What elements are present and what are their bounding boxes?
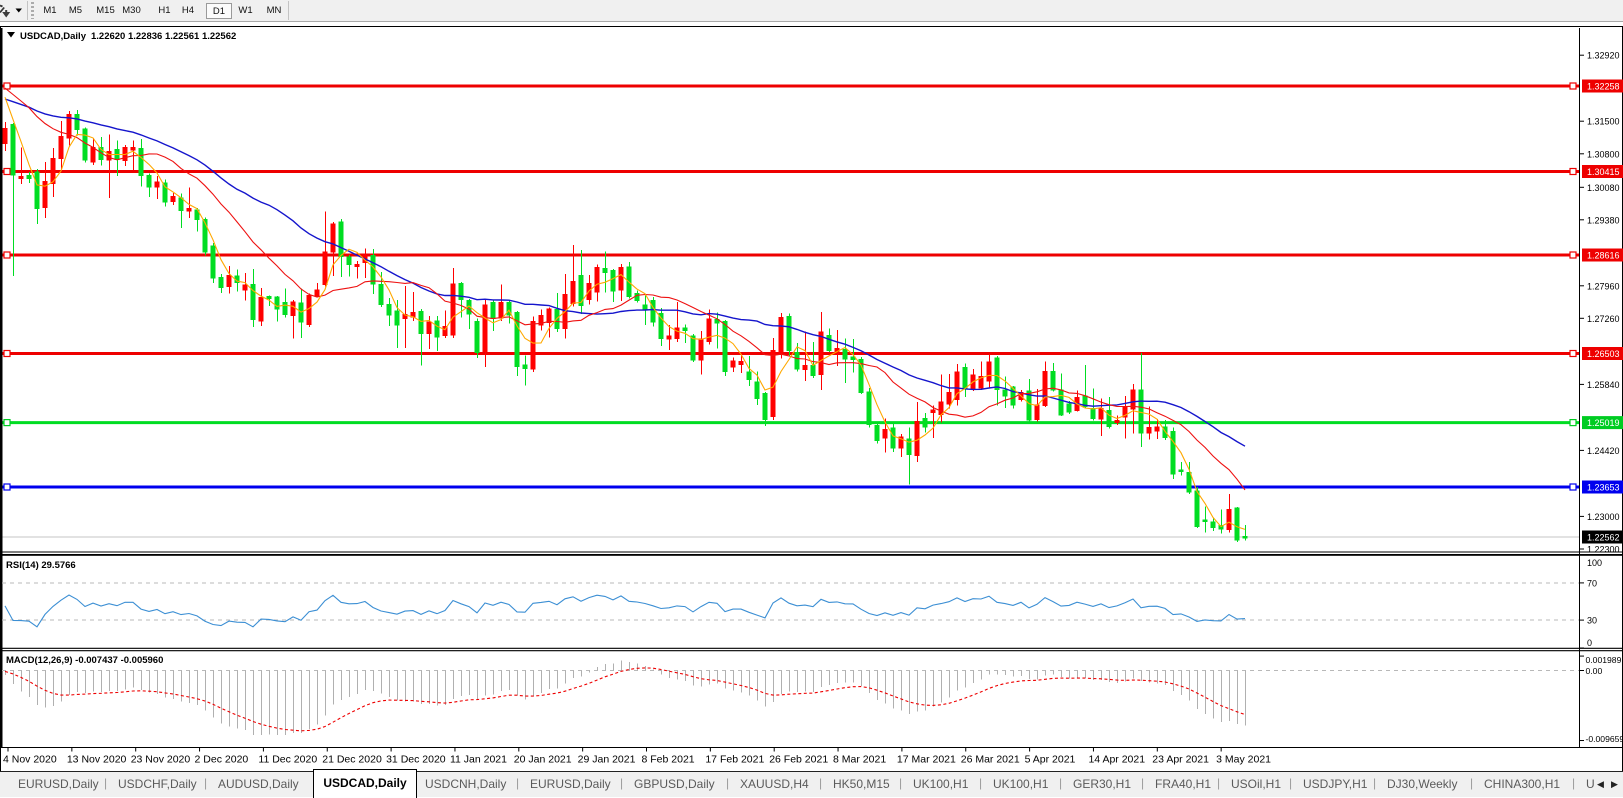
svg-text:23 Apr 2021: 23 Apr 2021 [1152, 754, 1209, 766]
svg-text:1.28616: 1.28616 [1587, 251, 1620, 261]
svg-text:100: 100 [1587, 558, 1602, 568]
svg-text:1.25019: 1.25019 [1587, 418, 1620, 428]
svg-text:RSI(14) 29.5766: RSI(14) 29.5766 [6, 560, 76, 571]
svg-text:1.23000: 1.23000 [1587, 512, 1620, 522]
svg-text:23 Nov 2020: 23 Nov 2020 [131, 754, 191, 766]
svg-text:1.27960: 1.27960 [1587, 281, 1620, 291]
svg-text:-0.009659: -0.009659 [1586, 734, 1623, 744]
svg-text:5 Apr 2021: 5 Apr 2021 [1025, 754, 1076, 766]
svg-text:8 Feb 2021: 8 Feb 2021 [642, 754, 695, 766]
svg-text:1.32258: 1.32258 [1587, 82, 1620, 92]
svg-text:14 Apr 2021: 14 Apr 2021 [1088, 754, 1145, 766]
svg-text:1.23653: 1.23653 [1587, 483, 1620, 493]
svg-text:20 Jan 2021: 20 Jan 2021 [514, 754, 572, 766]
svg-text:31 Dec 2020: 31 Dec 2020 [386, 754, 446, 766]
svg-text:1.30415: 1.30415 [1587, 167, 1620, 177]
svg-text:26 Feb 2021: 26 Feb 2021 [769, 754, 828, 766]
svg-text:2 Dec 2020: 2 Dec 2020 [195, 754, 249, 766]
svg-text:8 Mar 2021: 8 Mar 2021 [833, 754, 886, 766]
svg-text:1.31500: 1.31500 [1587, 117, 1620, 127]
svg-text:0.001989: 0.001989 [1586, 655, 1622, 665]
svg-text:1.22300: 1.22300 [1587, 545, 1620, 555]
svg-text:3 May 2021: 3 May 2021 [1216, 754, 1271, 766]
svg-text:1.26503: 1.26503 [1587, 349, 1620, 359]
svg-text:1.30800: 1.30800 [1587, 149, 1620, 159]
svg-text:70: 70 [1587, 578, 1597, 588]
svg-text:USDCAD,Daily: USDCAD,Daily [20, 31, 87, 42]
svg-text:MACD(12,26,9) -0.007437 -0.005: MACD(12,26,9) -0.007437 -0.005960 [6, 655, 163, 666]
svg-text:1.22562: 1.22562 [1587, 533, 1620, 543]
svg-text:1.27260: 1.27260 [1587, 314, 1620, 324]
svg-text:1.29380: 1.29380 [1587, 215, 1620, 225]
svg-text:1.22620 1.22836 1.22561 1.2256: 1.22620 1.22836 1.22561 1.22562 [91, 31, 236, 42]
svg-text:1.24420: 1.24420 [1587, 446, 1620, 456]
svg-text:1.32920: 1.32920 [1587, 51, 1620, 61]
svg-text:17 Mar 2021: 17 Mar 2021 [897, 754, 956, 766]
svg-text:26 Mar 2021: 26 Mar 2021 [961, 754, 1020, 766]
svg-text:4 Nov 2020: 4 Nov 2020 [3, 754, 57, 766]
svg-text:17 Feb 2021: 17 Feb 2021 [705, 754, 764, 766]
svg-text:11 Dec 2020: 11 Dec 2020 [258, 754, 317, 766]
svg-text:21 Dec 2020: 21 Dec 2020 [322, 754, 382, 766]
svg-text:11 Jan 2021: 11 Jan 2021 [450, 754, 507, 766]
svg-text:1.25840: 1.25840 [1587, 380, 1620, 390]
svg-text:0.00: 0.00 [1586, 666, 1603, 676]
svg-text:13 Nov 2020: 13 Nov 2020 [67, 754, 127, 766]
svg-text:29 Jan 2021: 29 Jan 2021 [578, 754, 636, 766]
svg-text:1.30080: 1.30080 [1587, 183, 1620, 193]
svg-text:0: 0 [1587, 638, 1592, 648]
svg-text:30: 30 [1587, 616, 1597, 626]
